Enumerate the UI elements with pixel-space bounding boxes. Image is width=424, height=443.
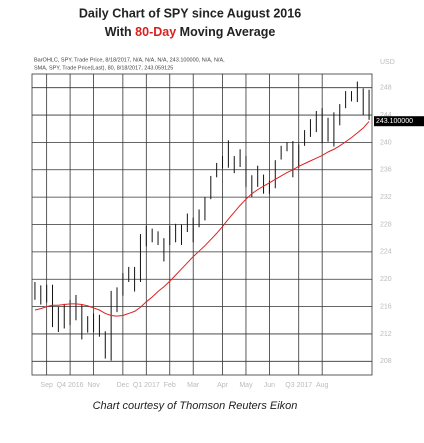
- last-price-label: 243.100000: [376, 118, 413, 125]
- x-tick-label: Q4 2016: [57, 382, 84, 389]
- y-tick-label: 248: [380, 85, 392, 92]
- axis-unit: USD: [380, 59, 395, 66]
- y-tick-label: 216: [380, 303, 392, 310]
- y-tick-label: 232: [380, 194, 392, 201]
- caption: Chart courtesy of Thomson Reuters Eikon: [93, 400, 298, 412]
- subtitle-part: Moving Average: [180, 25, 276, 39]
- x-tick-label: Q1 2017: [133, 382, 160, 389]
- x-tick-label: Jun: [264, 382, 275, 389]
- x-tick-label: Q3 2017: [285, 382, 312, 389]
- x-tick-label: Feb: [164, 382, 176, 389]
- y-tick-label: 208: [380, 358, 392, 365]
- x-tick-label: Apr: [217, 382, 229, 389]
- last-price-box: [374, 116, 424, 127]
- subtitle-part: With: [105, 25, 132, 39]
- x-tick-label: Nov: [87, 382, 100, 389]
- x-tick-label: Sep: [40, 382, 53, 389]
- legend-line: SMA, SPY, Trade Price(Last), 80, 8/18/20…: [34, 65, 173, 71]
- chart-subtitle: With 80-Day Moving Average: [105, 25, 276, 39]
- y-tick-label: 220: [380, 276, 392, 283]
- y-tick-label: 228: [380, 221, 392, 228]
- x-tick-label: Aug: [316, 382, 329, 389]
- legend-line: BarOHLC, SPY, Trade Price, 8/18/2017, N/…: [34, 57, 225, 63]
- y-tick-label: 244: [380, 112, 392, 119]
- y-tick-label: 240: [380, 139, 392, 146]
- sma-line: [34, 121, 370, 317]
- y-tick-label: 224: [380, 249, 392, 256]
- y-tick-label: 212: [380, 331, 392, 338]
- subtitle-highlight: 80-Day: [135, 25, 176, 39]
- y-tick-label: 236: [380, 167, 392, 174]
- x-tick-label: Mar: [187, 382, 200, 389]
- x-tick-label: Dec: [117, 382, 130, 389]
- x-tick-label: May: [239, 382, 253, 389]
- chart-title: Daily Chart of SPY since August 2016: [79, 6, 301, 20]
